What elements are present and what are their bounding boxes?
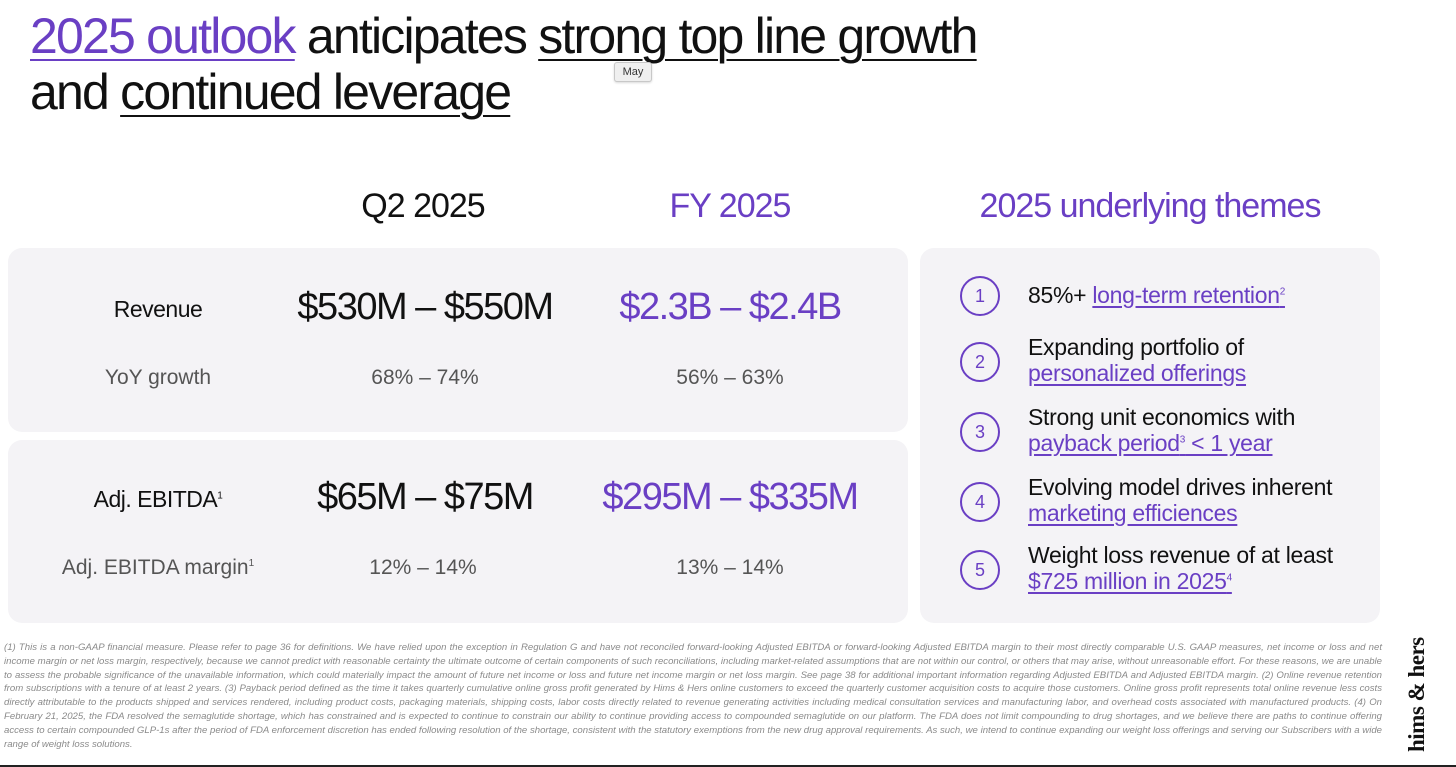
theme-link-retention[interactable]: long-term retention2 bbox=[1092, 282, 1285, 308]
title-text: anticipates bbox=[294, 8, 539, 64]
yoy-growth-fy: 56% – 63% bbox=[676, 366, 784, 389]
page-title: 2025 outlook anticipates strong top line… bbox=[30, 8, 978, 120]
theme-link-marketing[interactable]: marketing efficiences bbox=[1028, 500, 1238, 526]
footnote-text: (1) This is a non-GAAP financial measure… bbox=[4, 642, 1382, 750]
adj-ebitda-margin-label: Adj. EBITDA margin1 bbox=[61, 556, 255, 579]
yoy-growth-q2: 68% – 74% bbox=[371, 366, 479, 389]
hims-hers-logo: hims & hers bbox=[1404, 637, 1429, 752]
adj-ebitda-margin-q2: 12% – 14% bbox=[369, 556, 477, 579]
yoy-growth-label: YoY growth bbox=[104, 366, 212, 389]
title-text-and: and bbox=[30, 64, 121, 120]
adj-ebitda-label: Adj. EBITDA1 bbox=[93, 486, 223, 512]
revenue-panel bbox=[8, 248, 908, 432]
adj-ebitda-q2-value: $65M – $75M bbox=[317, 476, 534, 518]
bottom-divider bbox=[0, 765, 1456, 767]
column-header-fy: FY 2025 bbox=[669, 187, 792, 225]
title-highlight-leverage: continued leverage bbox=[120, 64, 512, 120]
title-highlight-outlook: 2025 outlook bbox=[30, 8, 297, 64]
revenue-fy-value: $2.3B – $2.4B bbox=[619, 286, 842, 328]
theme-link-personalized[interactable]: personalized offerings bbox=[1028, 360, 1247, 386]
theme-link-weight-loss[interactable]: $725 million in 20254 bbox=[1028, 568, 1232, 594]
theme-number-1: 1 bbox=[960, 276, 1000, 316]
theme-number-5: 5 bbox=[960, 550, 1000, 590]
revenue-label: Revenue bbox=[113, 296, 203, 322]
title-highlight-growth: strong top line growth bbox=[538, 8, 978, 64]
ebitda-panel bbox=[8, 440, 908, 623]
adj-ebitda-fy-value: $295M – $335M bbox=[602, 476, 859, 518]
theme-number-4: 4 bbox=[960, 482, 1000, 522]
revenue-q2-value: $530M – $550M bbox=[297, 286, 554, 328]
themes-header: 2025 underlying themes bbox=[979, 187, 1322, 225]
theme-number-2: 2 bbox=[960, 342, 1000, 382]
column-header-q2: Q2 2025 bbox=[361, 187, 485, 225]
theme-link-payback[interactable]: payback period3 < 1 year bbox=[1028, 430, 1273, 456]
hover-tooltip: May bbox=[614, 62, 652, 82]
adj-ebitda-margin-fy: 13% – 14% bbox=[676, 556, 784, 579]
theme-number-3: 3 bbox=[960, 412, 1000, 452]
